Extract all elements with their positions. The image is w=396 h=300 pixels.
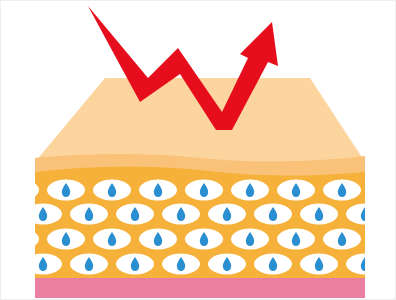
page: (() => { const svg = document.getElement… <box>0 0 396 300</box>
dermis-layer <box>35 276 365 298</box>
skin-illustration <box>0 0 396 300</box>
